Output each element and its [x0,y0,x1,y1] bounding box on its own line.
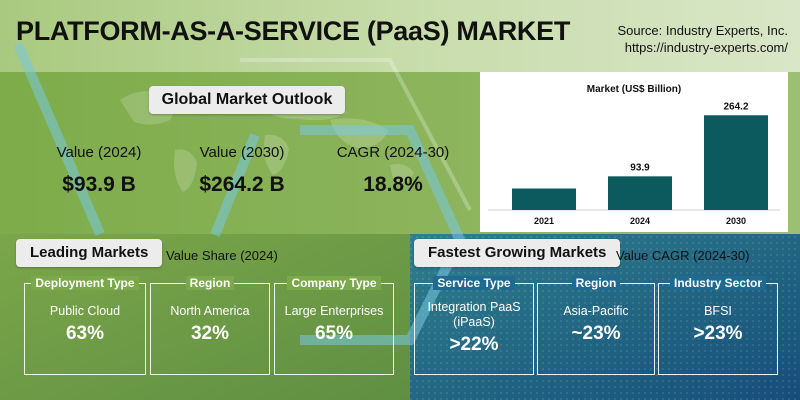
metric-label: Value (2030) [199,144,285,161]
data-label-2030: 264.2 [723,101,748,112]
card-segment: Asia-Pacific [563,304,629,318]
card-type: Deployment Type [31,276,139,290]
bar-2030 [704,115,768,210]
fastest-card-service: Service Type Integration PaaS (iPaaS) >2… [414,276,534,375]
card-type: Region [571,276,621,290]
tick-label-2024: 2024 [630,216,650,226]
card-value: 32% [190,323,230,344]
chart-title: Market (US$ Billion) [587,84,681,95]
tick-label-2030: 2030 [726,216,746,226]
metric-value: $264.2 B [199,173,285,196]
card-segment: BFSI [704,304,732,318]
leading-markets-note: Value Share (2024) [166,248,278,263]
page-title: PLATFORM-AS-A-SERVICE (PaaS) MARKET [16,16,571,46]
outlook-heading: Global Market Outlook [149,86,345,114]
card-type: Industry Sector [669,276,767,290]
fastest-card-industry: Industry Sector BFSI >23% [658,276,778,375]
bar-2021 [512,188,576,210]
data-label-2024: 93.9 [630,162,650,173]
fastest-markets-note: Value CAGR (2024-30) [616,248,750,263]
card-type: Service Type [433,276,515,290]
source-name: Source: Industry Experts, Inc. [617,23,788,38]
card-value: 63% [65,323,105,344]
metric-cagr: CAGR (2024-30) 18.8% [333,144,453,197]
metric-value: 18.8% [363,173,423,196]
fastest-markets-heading: Fastest Growing Markets [414,239,621,267]
market-chart-panel: Market (US$ Billion) 2021 93.9 2024 264.2 203… [480,72,788,232]
card-value: >22% [449,334,499,355]
card-segment: Large Enterprises [284,304,384,318]
metric-value: $93.9 B [62,173,136,196]
fastest-card-region: Region Asia-Pacific ~23% [537,276,655,375]
card-segment: North America [170,304,250,318]
card-value: 65% [314,323,354,344]
card-segment: Public Cloud [49,304,121,318]
metric-label: Value (2024) [56,144,142,161]
source-credit: Source: Industry Experts, Inc. https://i… [617,22,788,56]
leading-card-company: Company Type Large Enterprises 65% [274,276,394,375]
card-type: Region [185,276,235,290]
card-value: >23% [693,323,743,344]
tick-label-2021: 2021 [534,216,554,226]
card-segment: Integration PaaS (iPaaS) [427,300,521,329]
card-value: ~23% [571,323,621,344]
leading-card-deployment: Deployment Type Public Cloud 63% [24,276,146,375]
source-url[interactable]: https://industry-experts.com/ [624,40,788,55]
metric-label: CAGR (2024-30) [336,144,450,161]
card-type: Company Type [287,276,381,290]
metric-value-2030: Value (2030) $264.2 B [186,144,298,197]
metric-value-2024: Value (2024) $93.9 B [46,144,152,197]
bar-2024 [608,176,672,210]
leading-card-region: Region North America 32% [150,276,270,375]
leading-markets-heading: Leading Markets [16,239,163,267]
market-bar-chart: Market (US$ Billion) 2021 93.9 2024 264.2 203… [488,84,780,226]
